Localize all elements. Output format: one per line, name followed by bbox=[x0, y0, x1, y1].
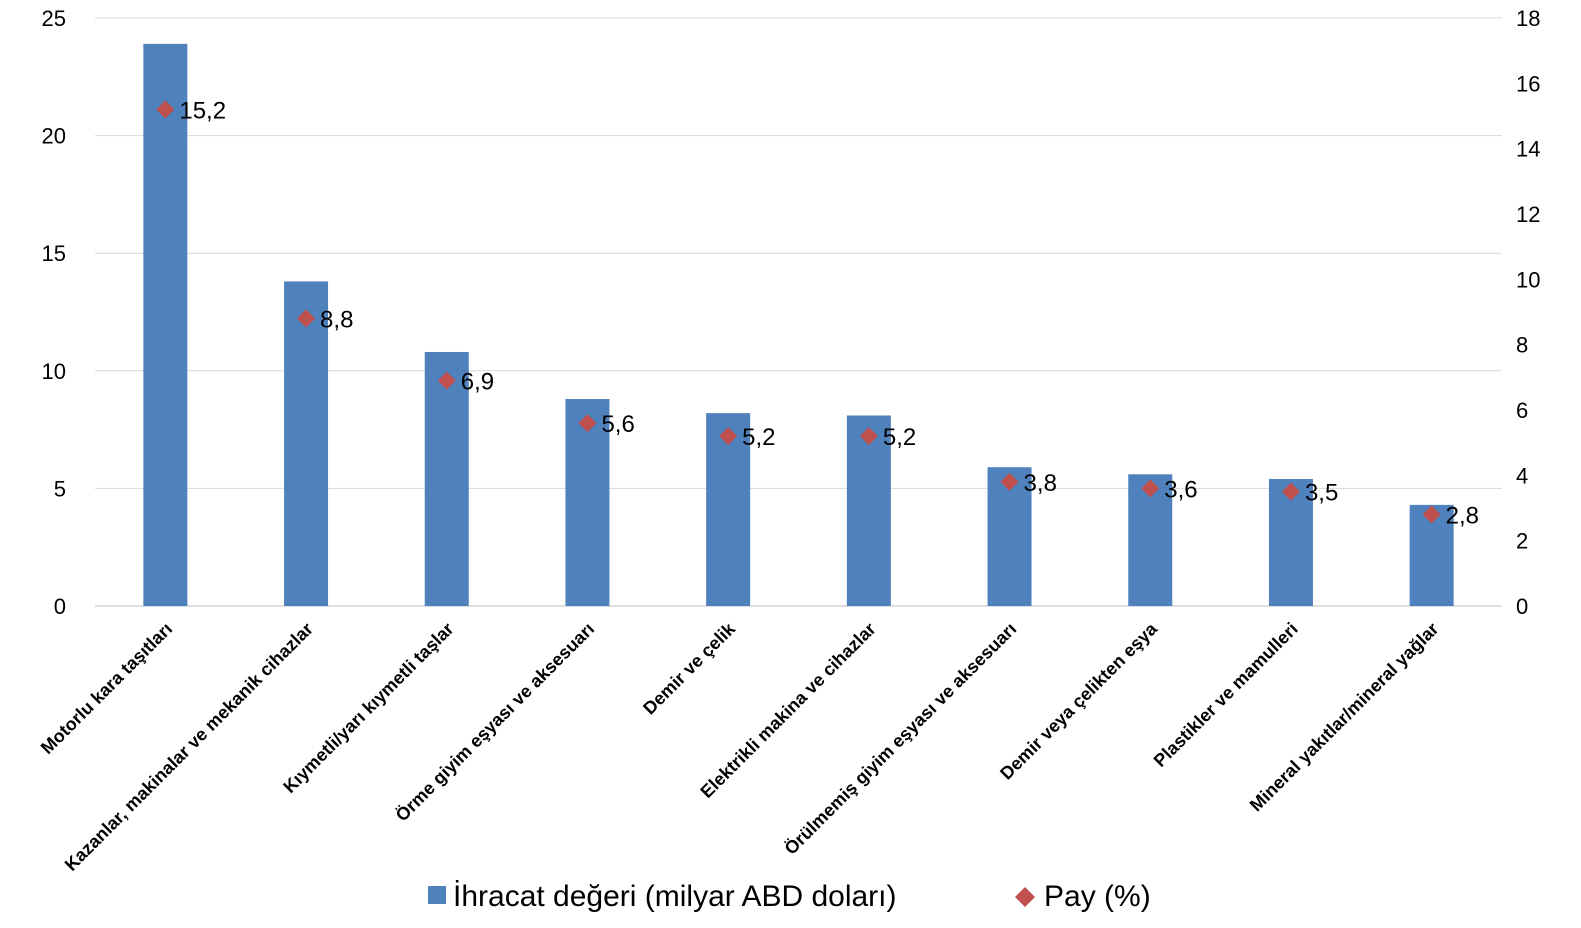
y2-tick-label: 4 bbox=[1516, 463, 1528, 488]
data-label: 3,8 bbox=[1024, 470, 1057, 497]
y-tick-label: 20 bbox=[42, 124, 66, 149]
bar bbox=[143, 43, 188, 606]
x-category-label: Demir veya çelikten eşya bbox=[996, 618, 1162, 784]
bars bbox=[143, 43, 1454, 606]
y2-tick-label: 6 bbox=[1516, 398, 1528, 423]
marker bbox=[1422, 505, 1441, 524]
marker bbox=[437, 371, 456, 390]
y2-tick-label: 12 bbox=[1516, 202, 1540, 227]
data-label: 3,5 bbox=[1305, 480, 1338, 507]
data-label: 2,8 bbox=[1446, 503, 1479, 530]
y-axis-right: 0 2 4 6 8 10 12 14 16 18 bbox=[1516, 6, 1540, 619]
y2-tick-label: 2 bbox=[1516, 529, 1528, 554]
x-category-label: Kazanlar, makinalar ve mekanik cihazlar bbox=[61, 619, 317, 875]
y2-tick-label: 16 bbox=[1516, 71, 1540, 96]
markers bbox=[156, 100, 1441, 524]
y-axis-left: 0 5 10 15 20 25 bbox=[42, 6, 66, 619]
legend-label-bar: İhracat değeri (milyar ABD doları) bbox=[453, 880, 897, 913]
marker bbox=[156, 100, 175, 119]
y-tick-label: 0 bbox=[54, 594, 66, 619]
y-tick-label: 5 bbox=[54, 476, 66, 501]
marker bbox=[859, 427, 878, 446]
data-labels: 15,2 8,8 6,9 5,6 5,2 5,2 3,8 3,6 3,5 2,8 bbox=[179, 97, 1479, 529]
y2-tick-label: 14 bbox=[1516, 137, 1540, 162]
data-label: 6,9 bbox=[461, 369, 494, 396]
data-label: 15,2 bbox=[179, 97, 226, 124]
x-category-label: Plastikler ve mamulleri bbox=[1150, 619, 1302, 771]
x-category-label: Demir ve çelik bbox=[639, 618, 739, 718]
y-tick-label: 15 bbox=[42, 241, 66, 266]
data-label: 5,6 bbox=[601, 411, 634, 438]
x-category-label: Motorlu kara taşıtları bbox=[37, 619, 176, 758]
data-label: 3,6 bbox=[1164, 476, 1197, 503]
data-label: 5,2 bbox=[883, 424, 916, 451]
marker bbox=[1000, 472, 1019, 491]
y2-tick-label: 18 bbox=[1516, 6, 1540, 31]
legend-swatch-diamond bbox=[1015, 887, 1035, 907]
legend: İhracat değeri (milyar ABD doları) Pay (… bbox=[428, 880, 1151, 913]
bar bbox=[424, 351, 469, 606]
marker bbox=[297, 309, 316, 328]
y-tick-label: 25 bbox=[42, 6, 66, 31]
data-label: 5,2 bbox=[742, 424, 775, 451]
marker bbox=[719, 427, 738, 446]
x-category-label: Örülmemiş giyim eşyası ve aksesuarı bbox=[781, 619, 1021, 859]
bar bbox=[846, 415, 891, 606]
bar bbox=[565, 399, 610, 606]
gridlines bbox=[95, 17, 1502, 607]
legend-label-marker: Pay (%) bbox=[1044, 880, 1151, 913]
marker bbox=[1281, 482, 1300, 501]
y2-tick-label: 10 bbox=[1516, 267, 1540, 292]
marker bbox=[578, 414, 597, 433]
marker bbox=[1141, 479, 1160, 498]
data-label: 8,8 bbox=[320, 307, 353, 334]
y2-tick-label: 8 bbox=[1516, 333, 1528, 358]
bar bbox=[284, 281, 329, 606]
bar bbox=[706, 413, 751, 606]
x-category-label: Kıymetli/yarı kıymetli taşlar bbox=[279, 619, 457, 797]
y2-tick-label: 0 bbox=[1516, 594, 1528, 619]
legend-swatch-bar bbox=[428, 886, 446, 904]
y-tick-label: 10 bbox=[42, 359, 66, 384]
